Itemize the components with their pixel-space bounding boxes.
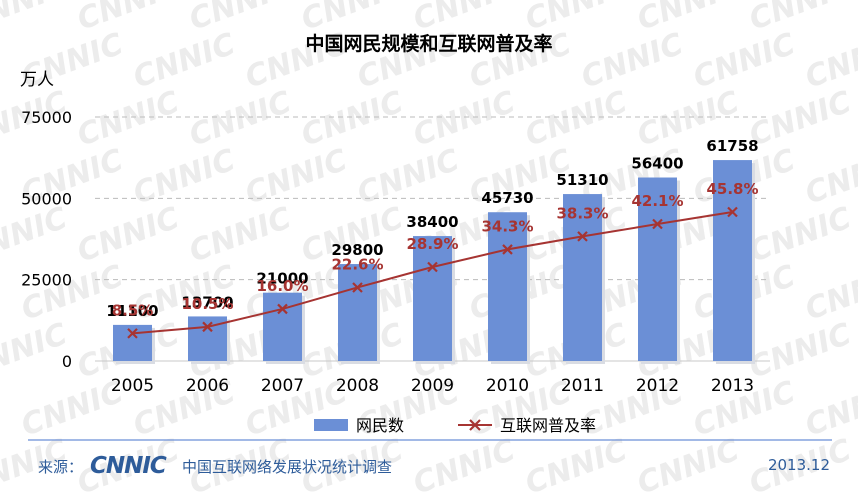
watermark-logo-3-1: CNNIC xyxy=(129,143,240,212)
watermark-logo-8-6: CNNIC xyxy=(633,433,744,492)
rate-marker xyxy=(202,321,213,333)
bar xyxy=(563,194,602,361)
watermark-logo-3-3: CNNIC xyxy=(353,143,464,212)
watermark-logo-2-1: CNNIC xyxy=(73,85,184,154)
watermark-logo-2-4: CNNIC xyxy=(409,85,520,154)
labels-layer: 11100 2005 13700 2006 21000 2007 29800 2008 3840… xyxy=(106,137,758,396)
x-tick-label: 2011 xyxy=(561,376,604,396)
rate-value-label: 28.9% xyxy=(406,235,458,253)
rate-value-label: 10.5% xyxy=(181,295,233,313)
watermark-logo-0-0: CNNIC xyxy=(0,0,72,38)
watermark-logo-1-6: CNNIC xyxy=(689,27,800,96)
rate-marker xyxy=(652,218,663,230)
bar xyxy=(713,160,752,361)
legend-bar-swatch xyxy=(314,419,348,431)
bar-value-label: 45730 xyxy=(481,189,533,207)
watermark-logo-7-7: CNNIC xyxy=(801,375,858,444)
x-tick-label: 2012 xyxy=(636,376,679,396)
watermark-logo-0-2: CNNIC xyxy=(185,0,296,38)
x-tick-label: 2010 xyxy=(486,376,529,396)
line-layer xyxy=(127,206,738,339)
watermark-logo-2-7: CNNIC xyxy=(745,85,856,154)
rate-marker xyxy=(127,328,138,339)
rate-marker xyxy=(352,282,363,293)
bar xyxy=(413,236,452,361)
legend: 网民数 互联网普及率 xyxy=(314,416,596,435)
bar-value-label: 11100 xyxy=(106,302,158,320)
x-tick-label: 2005 xyxy=(111,376,154,396)
y-tick-label: 0 xyxy=(62,352,72,371)
rate-value-label: 8.5% xyxy=(112,301,154,319)
bar-value-label: 38400 xyxy=(406,213,458,231)
rate-value-label: 16.0% xyxy=(256,277,308,295)
bar xyxy=(263,292,302,361)
rate-marker xyxy=(277,303,288,315)
watermark-logo-0-7: CNNIC xyxy=(745,0,856,38)
footer-source-label: 来源： xyxy=(38,458,84,476)
rate-value-label: 45.8% xyxy=(706,180,758,198)
watermark-logo-1-1: CNNIC xyxy=(129,27,240,96)
y-tick-label: 75000 xyxy=(21,108,72,127)
rate-marker xyxy=(577,231,588,242)
bar-value-label: 56400 xyxy=(631,155,683,173)
footer-org-name: 中国互联网络发展状况统计调查 xyxy=(182,458,393,476)
bar xyxy=(113,324,152,361)
watermark-logo-5-7: CNNIC xyxy=(801,259,858,328)
cnnic-logo: CNNIC xyxy=(88,452,178,480)
x-tick-label: 2008 xyxy=(336,376,379,396)
bar xyxy=(488,212,527,361)
watermark-logo-8-5: CNNIC xyxy=(521,433,632,492)
bar-value-label: 61758 xyxy=(706,137,758,155)
watermark-logo-0-5: CNNIC xyxy=(521,0,632,38)
bar-value-label: 51310 xyxy=(556,171,608,189)
rate-value-label: 22.6% xyxy=(331,255,383,273)
rate-marker xyxy=(502,244,513,255)
watermark-logo-0-1: CNNIC xyxy=(73,0,184,38)
bar xyxy=(338,264,377,361)
footer-date: 2013.12 xyxy=(767,456,830,474)
watermark-logo-6-7: CNNIC xyxy=(745,317,856,386)
x-tick-label: 2013 xyxy=(711,376,754,396)
watermark-logo-4-1: CNNIC xyxy=(73,201,184,270)
cnnic-logo-text: CNNIC xyxy=(90,453,167,476)
bars-layer xyxy=(113,160,755,364)
watermark-logo-0-3: CNNIC xyxy=(297,0,408,38)
chart-title: 中国网民规模和互联网普及率 xyxy=(305,32,552,55)
rate-value-label: 34.3% xyxy=(481,217,533,235)
bar-value-label: 13700 xyxy=(181,293,233,311)
x-tick-label: 2006 xyxy=(186,376,229,396)
x-tick-label: 2009 xyxy=(411,376,454,396)
bar xyxy=(638,177,677,361)
bar-value-label: 29800 xyxy=(331,241,383,259)
legend-line-label: 互联网普及率 xyxy=(500,416,596,435)
y-axis-unit-label: 万人 xyxy=(20,70,54,90)
y-tick-label: 50000 xyxy=(21,189,72,208)
watermark-logo-4-2: CNNIC xyxy=(185,201,296,270)
x-tick-label: 2007 xyxy=(261,376,304,396)
rate-marker xyxy=(427,261,438,273)
watermark-logo-3-7: CNNIC xyxy=(801,143,858,212)
rate-value-label: 38.3% xyxy=(556,204,608,222)
watermark-logo-2-3: CNNIC xyxy=(297,85,408,154)
watermark-logo-2-2: CNNIC xyxy=(185,85,296,154)
watermark-logo-8-4: CNNIC xyxy=(409,433,520,492)
legend-bar-label: 网民数 xyxy=(356,416,404,435)
rate-value-label: 42.1% xyxy=(631,192,683,210)
rate-marker xyxy=(727,206,738,218)
watermark-logo-4-7: CNNIC xyxy=(745,201,856,270)
watermark-logo-4-0: CNNIC xyxy=(0,201,72,270)
watermark-logo-0-6: CNNIC xyxy=(633,0,744,38)
y-tick-label: 25000 xyxy=(21,271,72,290)
bar-value-label: 21000 xyxy=(256,270,308,288)
watermark-logo-0-4: CNNIC xyxy=(409,0,520,38)
watermark-logo-2-5: CNNIC xyxy=(521,85,632,154)
legend-line-marker xyxy=(469,419,481,431)
watermark-logo-3-2: CNNIC xyxy=(241,143,352,212)
watermark-logo-1-5: CNNIC xyxy=(577,27,688,96)
watermark-logo-1-7: CNNIC xyxy=(801,27,858,96)
